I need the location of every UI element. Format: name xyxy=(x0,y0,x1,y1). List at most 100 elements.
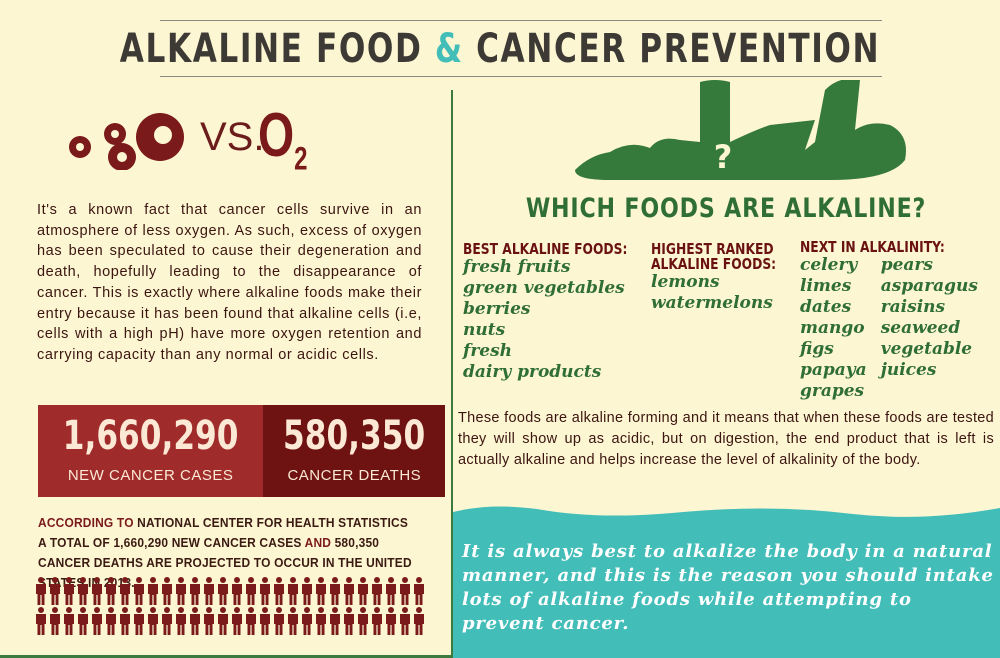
person-icon xyxy=(175,577,187,610)
food-item: dates xyxy=(800,297,852,317)
person-icon xyxy=(399,577,411,610)
person-icon xyxy=(357,607,369,640)
title-rule-bottom xyxy=(160,76,882,77)
vs-label: VS. xyxy=(200,115,265,159)
food-item: papaya xyxy=(800,360,867,380)
title-rule-top xyxy=(160,20,882,21)
person-icon xyxy=(49,577,61,610)
bottom-rule xyxy=(0,655,453,658)
stat-number: 1,660,290 xyxy=(62,413,239,459)
person-icon xyxy=(273,607,285,640)
stat-deaths: 580,350 CANCER DEATHS xyxy=(263,405,446,497)
person-icon xyxy=(301,607,313,640)
person-icon xyxy=(49,607,61,640)
person-icon xyxy=(105,577,117,610)
person-icon xyxy=(287,577,299,610)
next-alkalinity-header: NEXT IN ALKALINITY: xyxy=(800,238,945,256)
people-row xyxy=(35,607,425,640)
stat-label: NEW CANCER CASES xyxy=(67,467,234,484)
column-divider xyxy=(451,90,453,658)
person-icon xyxy=(245,607,257,640)
food-item: watermelons xyxy=(651,293,773,313)
person-icon xyxy=(133,607,145,640)
intro-paragraph: It's a known fact that cancer cells surv… xyxy=(37,202,422,363)
food-item: mango xyxy=(800,318,865,338)
food-item: asparagus xyxy=(880,276,978,296)
page-title: ALKALINE FOOD & CANCER PREVENTION xyxy=(119,26,881,72)
food-item: figs xyxy=(800,339,834,359)
person-icon xyxy=(35,577,47,610)
question-mark: ? xyxy=(714,138,733,176)
food-item: fresh xyxy=(463,341,513,361)
person-icon xyxy=(105,607,117,640)
person-icon xyxy=(217,607,229,640)
best-foods-header: BEST ALKALINE FOODS: xyxy=(463,240,628,258)
person-icon xyxy=(119,607,131,640)
person-icon xyxy=(203,607,215,640)
highest-ranked-header: ALKALINE FOODS: xyxy=(651,255,777,273)
person-icon xyxy=(301,577,313,610)
person-icon xyxy=(315,607,327,640)
person-icon xyxy=(231,577,243,610)
person-icon xyxy=(413,607,425,640)
next-alkalinity-list: celery limes dates mango figs papaya grapes xyxy=(800,255,867,402)
person-icon xyxy=(147,607,159,640)
closing-quote: It is always best to alkalize the body i… xyxy=(462,541,994,634)
foods-silhouette-icon: ? xyxy=(575,80,906,180)
oxygen-symbol: O2 xyxy=(258,101,308,177)
person-icon xyxy=(189,607,201,640)
person-icon xyxy=(343,577,355,610)
best-foods-column: BEST ALKALINE FOODS: fresh fruits green v… xyxy=(463,242,664,383)
person-icon xyxy=(231,607,243,640)
person-icon xyxy=(259,607,271,640)
food-item: green vegetables xyxy=(463,278,625,298)
best-foods-list: fresh fruits green vegetables berries nuts f… xyxy=(463,257,664,383)
person-icon xyxy=(385,607,397,640)
person-icon xyxy=(161,577,173,610)
statistics-source: ACCORDING TO NATIONAL CENTER FOR HEALTH … xyxy=(38,515,412,590)
food-item: pears xyxy=(880,255,933,275)
person-icon xyxy=(175,607,187,640)
person-icon xyxy=(371,607,383,640)
person-icon xyxy=(91,577,103,610)
person-icon xyxy=(273,577,285,610)
stat-label: CANCER DEATHS xyxy=(287,467,422,484)
person-icon xyxy=(203,577,215,610)
person-icon xyxy=(77,577,89,610)
foods-heading: WHICH FOODS ARE ALKALINE? xyxy=(525,193,927,224)
person-icon xyxy=(63,577,75,610)
person-icon xyxy=(385,577,397,610)
food-item: nuts xyxy=(463,320,506,340)
explanation-paragraph: These foods are alkaline forming and it … xyxy=(458,410,994,468)
cancer-cells-icon xyxy=(69,113,184,170)
highest-ranked-header: HIGHEST RANKED xyxy=(651,240,774,258)
food-item: limes xyxy=(800,276,852,296)
people-row xyxy=(35,577,425,610)
person-icon xyxy=(245,577,257,610)
food-item: lemons xyxy=(651,272,720,292)
person-icon xyxy=(77,607,89,640)
next-alkalinity-column: NEXT IN ALKALINITY: celery limes dates mang… xyxy=(800,240,978,402)
food-item: celery xyxy=(800,255,858,275)
person-icon xyxy=(63,607,75,640)
person-icon xyxy=(357,577,369,610)
person-icon xyxy=(217,577,229,610)
highest-ranked-list: lemons watermelons xyxy=(651,272,804,314)
food-item: berries xyxy=(463,299,531,319)
person-icon xyxy=(329,607,341,640)
person-icon xyxy=(35,607,47,640)
food-item: raisins xyxy=(880,297,946,317)
stat-number: 580,350 xyxy=(283,413,426,459)
person-icon xyxy=(259,577,271,610)
food-item: grapes xyxy=(800,381,865,401)
stat-new-cases: 1,660,290 NEW CANCER CASES xyxy=(38,405,264,497)
person-icon xyxy=(147,577,159,610)
person-icon xyxy=(371,577,383,610)
teal-wave-panel xyxy=(453,506,1000,658)
person-icon xyxy=(287,607,299,640)
person-icon xyxy=(119,577,131,610)
person-icon xyxy=(343,607,355,640)
food-item: juices xyxy=(880,360,937,380)
stats-box: 1,660,290 NEW CANCER CASES 580,350 CANCE… xyxy=(38,405,446,497)
person-icon xyxy=(161,607,173,640)
